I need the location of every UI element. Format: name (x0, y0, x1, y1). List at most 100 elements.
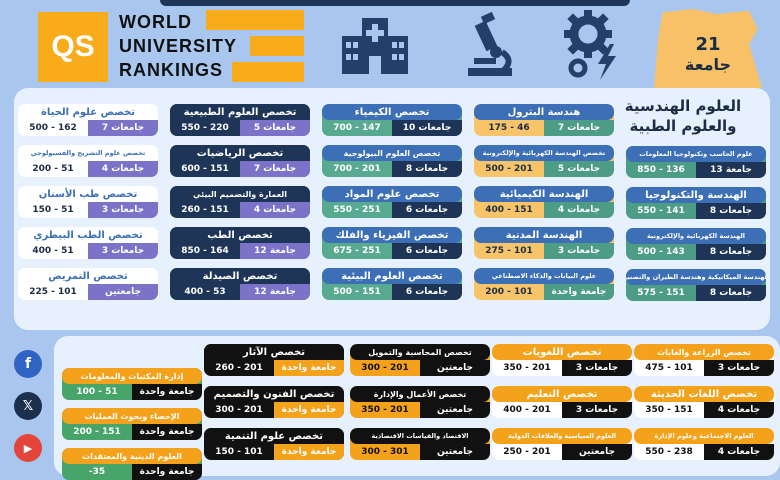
card-count: 7 جامعات (544, 120, 614, 136)
card-range: 400 - 51 (32, 246, 74, 256)
card-count: 3 جامعات (562, 402, 632, 418)
ranking-card: تخصص الرياضيات 600 - 151 7 جامعات (170, 145, 310, 177)
card-title: تخصص الفيزياء والفلك (322, 227, 462, 243)
card-range: 500 - 151 (333, 287, 381, 297)
card-stats: 575 - 151 8 جامعات (626, 285, 766, 301)
x-icon[interactable]: 𝕏 (14, 392, 42, 420)
ranking-card: تخصص طب الأسنان 150 - 51 3 جامعات (18, 186, 158, 218)
card-title: تخصص الآثار (204, 344, 344, 360)
ranking-card: تخصص علوم الحياة 500 - 162 7 جامعات (18, 104, 158, 136)
card-stats: 675 - 251 6 جامعات (322, 243, 462, 259)
ranking-card: الهندسة والتكنولوجيا 550 - 141 8 جامعات (626, 187, 766, 219)
accent-bar (232, 62, 304, 82)
card-range: 225 - 101 (29, 287, 77, 297)
card-title: تخصص الطب البيطري (18, 227, 158, 243)
university-count: 21 (695, 34, 721, 55)
card-range: 550 - 251 (333, 205, 381, 215)
ranking-card: علوم الحاسب وتكنولوجيا المعلومات 850 - 13… (626, 146, 766, 178)
card-stats: 250 - 201 جامعتين (492, 444, 632, 460)
card-range: 550 - 141 (637, 206, 685, 216)
card-count: 6 جامعات (392, 284, 462, 300)
ranking-card: الهندسة الميكانيكية وهندسة الطيران والتص… (626, 269, 766, 301)
card-range: 500 - 162 (29, 123, 77, 133)
card-count: 10 جامعات (392, 120, 462, 136)
ranking-card: تخصص الطب 850 - 164 12 جامعة (170, 227, 310, 259)
accent-bar (206, 10, 304, 30)
card-count: 4 جامعات (704, 444, 774, 460)
card-stats: 200 - 101 جامعة واحدة (474, 284, 614, 300)
card-range: 600 - 151 (181, 164, 229, 174)
top-bar (160, 0, 630, 6)
card-title: تخصص المحاسبة والتمويل (350, 344, 490, 360)
card-stats: 150 - 101 جامعة واحدة (204, 444, 344, 460)
card-stats: 175 - 46 7 جامعات (474, 120, 614, 136)
card-title: تخصص اللغات الحديثة (634, 386, 774, 402)
card-range: 675 - 251 (333, 246, 381, 256)
card-range: 175 - 46 (488, 123, 530, 133)
ranking-card: تخصص الهندسة الكهربائية والإلكترونية 500 … (474, 145, 614, 177)
card-count: 4 جامعات (544, 202, 614, 218)
card-count: 8 جامعات (696, 244, 766, 260)
card-stats: 700 - 147 10 جامعات (322, 120, 462, 136)
card-title: تخصص الطب (170, 227, 310, 243)
section-title: العلوم الهندسية والعلوم الطبية (624, 97, 742, 135)
ranking-card: تخصص الآثار 260 - 201 جامعة واحدة (204, 344, 344, 376)
card-count: 8 جامعات (696, 203, 766, 219)
youtube-icon[interactable]: ▶ (14, 434, 42, 462)
ranking-card: تخصص التعليم 400 - 201 3 جامعات (492, 386, 632, 418)
card-range: 350 - 151 (645, 405, 693, 415)
card-stats: 200 - 151 جامعة واحدة (62, 424, 202, 440)
card-title: تخصص الأعمال والإدارة (350, 386, 490, 402)
card-stats: 475 - 101 3 جامعات (634, 360, 774, 376)
card-range: 700 - 147 (333, 123, 381, 133)
university-count-label: جامعة (684, 55, 732, 74)
card-range: 475 - 101 (645, 363, 693, 373)
card-count: 3 جامعات (88, 202, 158, 218)
card-stats: 400 - 151 4 جامعات (474, 202, 614, 218)
card-range: -35 (88, 467, 106, 477)
card-count: جامعتين (420, 360, 490, 376)
card-stats: 350 - 151 4 جامعات (634, 402, 774, 418)
wur-title: WORLD UNIVERSITY RANKINGS (119, 10, 237, 82)
card-stats: 500 - 151 6 جامعات (322, 284, 462, 300)
card-count: 8 جامعات (696, 285, 766, 301)
wur-line-3: RANKINGS (119, 60, 224, 80)
card-stats: 500 - 143 8 جامعات (626, 244, 766, 260)
card-stats: 260 - 151 4 جامعات (170, 202, 310, 218)
card-range: 260 - 151 (181, 205, 229, 215)
card-count: 12 جامعة (240, 243, 310, 259)
card-title: تخصص الهندسة الكهربائية والإلكترونية (474, 145, 614, 161)
card-count: جامعة واحدة (274, 444, 344, 460)
card-range: 300 - 201 (215, 405, 263, 415)
card-stats: 700 - 201 8 جامعات (322, 161, 462, 177)
card-title: تخصص اللغويات (492, 344, 632, 360)
card-range: 300 - 301 (361, 447, 409, 457)
card-count: 13 جامعة (696, 162, 766, 178)
card-count: 3 جامعات (704, 360, 774, 376)
card-count: 6 جامعات (392, 243, 462, 259)
card-stats: 550 - 141 8 جامعات (626, 203, 766, 219)
card-title: تخصص الفنون والتصميم (204, 386, 344, 402)
facebook-icon[interactable]: f (14, 350, 42, 378)
card-count: جامعة واحدة (132, 424, 202, 440)
ranking-card: تخصص اللغويات 350 - 201 3 جامعات (492, 344, 632, 376)
card-title: تخصص علوم الحياة (18, 104, 158, 120)
card-title: تخصص العلوم البيئية (322, 268, 462, 284)
card-range: 575 - 151 (637, 288, 685, 298)
card-title: العلوم السياسية والعلاقات الدولية (492, 428, 632, 444)
card-title: تخصص علوم التنمية (204, 428, 344, 444)
hospital-icon (342, 18, 408, 74)
card-stats: 225 - 101 جامعتين (18, 284, 158, 300)
card-range: 550 - 238 (645, 447, 693, 457)
card-range: 150 - 51 (32, 205, 74, 215)
card-title: هندسة البترول (474, 104, 614, 120)
card-stats: 260 - 201 جامعة واحدة (204, 360, 344, 376)
card-title: الهندسة المدنية (474, 227, 614, 243)
card-stats: 850 - 164 12 جامعة (170, 243, 310, 259)
card-title: العمارة والتصميم البيئي (170, 186, 310, 202)
ranking-card: تخصص العلوم البيئية 500 - 151 6 جامعات (322, 268, 462, 300)
ranking-card: تخصص الكيمياء 700 - 147 10 جامعات (322, 104, 462, 136)
ranking-card: الإحصاء وبحوث العمليات 200 - 151 جامعة واح… (62, 408, 202, 440)
card-count: 12 جامعة (240, 284, 310, 300)
ranking-card: إدارة المكتبات والمعلومات 100 - 51 جامعة و… (62, 368, 202, 400)
